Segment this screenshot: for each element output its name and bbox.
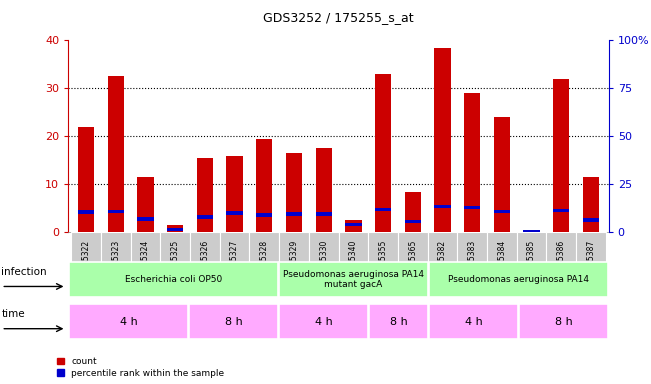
Bar: [197, 158, 213, 232]
Bar: [101, 232, 131, 292]
Bar: [160, 232, 190, 292]
Bar: [345, 223, 361, 226]
Bar: [583, 218, 599, 222]
Bar: [220, 232, 249, 292]
Text: 8 h: 8 h: [555, 316, 572, 327]
Text: GSM135340: GSM135340: [349, 240, 358, 286]
Bar: [279, 232, 309, 292]
Bar: [553, 209, 570, 212]
Bar: [227, 156, 243, 232]
Text: GSM135328: GSM135328: [260, 240, 269, 286]
Bar: [286, 212, 302, 216]
Bar: [523, 230, 540, 232]
Bar: [286, 153, 302, 232]
Bar: [167, 225, 184, 232]
Bar: [428, 232, 457, 292]
Bar: [517, 232, 546, 292]
Text: Pseudomonas aeruginosa PA14: Pseudomonas aeruginosa PA14: [448, 275, 589, 284]
Text: GSM135324: GSM135324: [141, 240, 150, 286]
Bar: [316, 148, 332, 232]
Text: 8 h: 8 h: [225, 316, 242, 327]
Bar: [107, 210, 124, 213]
Text: 4 h: 4 h: [120, 316, 137, 327]
Text: GSM135323: GSM135323: [111, 240, 120, 286]
Bar: [368, 232, 398, 292]
Bar: [375, 208, 391, 211]
Bar: [487, 232, 517, 292]
Text: GSM135382: GSM135382: [438, 240, 447, 286]
Bar: [553, 79, 570, 232]
Legend: count, percentile rank within the sample: count, percentile rank within the sample: [57, 357, 224, 377]
Bar: [339, 232, 368, 292]
Text: GSM135322: GSM135322: [81, 240, 90, 286]
Bar: [404, 220, 421, 223]
Bar: [434, 48, 450, 232]
Bar: [464, 206, 480, 209]
Bar: [249, 232, 279, 292]
Text: 4 h: 4 h: [465, 316, 482, 327]
Bar: [190, 232, 220, 292]
Bar: [576, 232, 605, 292]
Text: Escherichia coli OP50: Escherichia coli OP50: [125, 275, 222, 284]
Text: GSM135329: GSM135329: [290, 240, 299, 286]
Bar: [493, 210, 510, 213]
Text: infection: infection: [1, 267, 47, 277]
Bar: [519, 305, 608, 339]
Bar: [227, 212, 243, 215]
Text: time: time: [1, 309, 25, 319]
Bar: [457, 232, 487, 292]
Text: GSM135385: GSM135385: [527, 240, 536, 286]
Bar: [137, 217, 154, 220]
Bar: [131, 232, 160, 292]
Text: GSM135365: GSM135365: [408, 240, 417, 286]
Bar: [583, 177, 599, 232]
Bar: [369, 305, 428, 339]
Bar: [429, 305, 518, 339]
Bar: [107, 76, 124, 232]
Bar: [167, 228, 184, 231]
Bar: [464, 93, 480, 232]
Bar: [72, 232, 101, 292]
Text: 8 h: 8 h: [390, 316, 408, 327]
Bar: [309, 232, 339, 292]
Bar: [345, 220, 361, 232]
Text: GSM135384: GSM135384: [497, 240, 506, 286]
Text: GSM135387: GSM135387: [587, 240, 596, 286]
Bar: [546, 232, 576, 292]
Text: GSM135326: GSM135326: [201, 240, 210, 286]
Bar: [398, 232, 428, 292]
Bar: [375, 74, 391, 232]
Bar: [69, 305, 188, 339]
Text: 4 h: 4 h: [314, 316, 333, 327]
Bar: [429, 262, 608, 296]
Bar: [189, 305, 278, 339]
Bar: [256, 214, 273, 217]
Bar: [404, 192, 421, 232]
Bar: [78, 127, 94, 232]
Text: GSM135386: GSM135386: [557, 240, 566, 286]
Bar: [279, 262, 428, 296]
Bar: [279, 305, 368, 339]
Bar: [523, 230, 540, 233]
Text: Pseudomonas aeruginosa PA14
mutant gacA: Pseudomonas aeruginosa PA14 mutant gacA: [283, 270, 424, 289]
Text: GSM135327: GSM135327: [230, 240, 239, 286]
Text: GSM135383: GSM135383: [467, 240, 477, 286]
Bar: [256, 139, 273, 232]
Text: GSM135330: GSM135330: [319, 240, 328, 286]
Bar: [69, 262, 278, 296]
Bar: [316, 212, 332, 216]
Bar: [493, 117, 510, 232]
Bar: [434, 205, 450, 208]
Bar: [197, 215, 213, 218]
Bar: [78, 210, 94, 214]
Text: GSM135325: GSM135325: [171, 240, 180, 286]
Text: GDS3252 / 175255_s_at: GDS3252 / 175255_s_at: [263, 12, 414, 25]
Bar: [137, 177, 154, 232]
Text: GSM135355: GSM135355: [378, 240, 387, 286]
